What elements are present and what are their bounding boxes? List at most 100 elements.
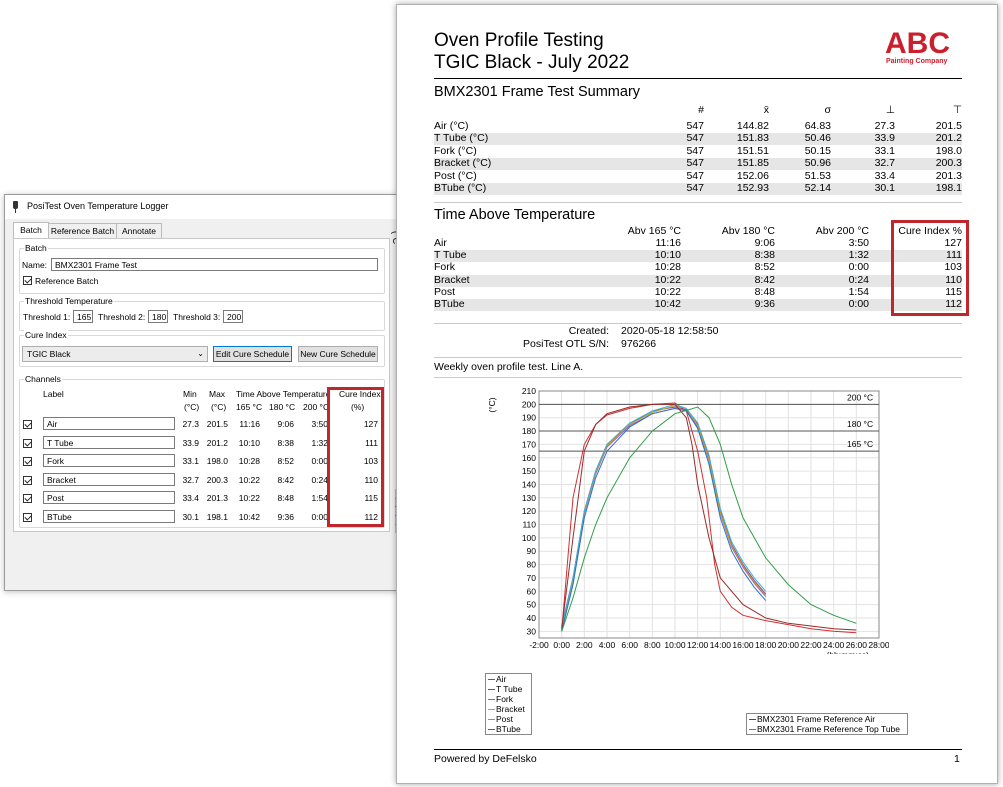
threshold1-label: Threshold 1:	[23, 312, 71, 322]
x-tick-label: 28:00	[868, 640, 889, 650]
y-axis-label: (°C)	[487, 397, 497, 412]
col-max-header: Max	[209, 389, 226, 399]
x-tick-label: 8:00	[644, 640, 661, 650]
summary-row-label: Fork (°C)	[434, 144, 477, 157]
channel-min: 33.1	[182, 456, 199, 467]
tab-annotate[interactable]: Annotate	[116, 223, 162, 238]
plot-frame	[538, 390, 880, 639]
col-label-header: Label	[43, 389, 64, 399]
channel-t2: 9:06	[277, 419, 294, 429]
tat-cell: 9:36	[754, 298, 775, 310]
legend-label: Bracket	[496, 704, 525, 714]
title-bar[interactable]: PosiTest Oven Temperature Logger	[5, 195, 406, 219]
summary-cell: 50.96	[804, 157, 831, 170]
channel-label-input[interactable]: BTube	[43, 510, 175, 523]
x-tick-label: 20:00	[778, 640, 800, 650]
report-title-line2: TGIC Black - July 2022	[434, 52, 630, 73]
tat-cell: 8:42	[754, 273, 775, 286]
channel-label-input[interactable]: Air	[43, 417, 175, 430]
y-tick-label: 30	[527, 626, 537, 636]
tat-cell: 10:42	[654, 298, 681, 310]
name-label: Name:	[22, 260, 48, 270]
legend-entry: T Tube	[486, 684, 531, 694]
y-tick-label: 70	[527, 573, 537, 583]
header-divider	[434, 78, 962, 79]
channel-enabled-checkbox[interactable]	[23, 457, 32, 467]
threshold3-input[interactable]: 200	[223, 310, 243, 323]
channel-enabled-checkbox[interactable]	[23, 494, 32, 504]
threshold2-input[interactable]: 180	[148, 310, 168, 323]
report-note: Weekly oven profile test. Line A.	[434, 361, 584, 373]
channel-t1: 10:42	[238, 512, 260, 522]
threshold3-label: Threshold 3:	[173, 312, 221, 322]
channel-t3: 0:24	[311, 474, 328, 485]
summary-cell: 201.5	[935, 120, 962, 132]
x-tick-label: 4:00	[599, 640, 616, 650]
y-tick-label: 180	[522, 426, 536, 436]
tat-cell: 8:52	[754, 261, 775, 274]
col-t3-header: 200 °C	[303, 402, 330, 412]
summary-cell: 151.51	[736, 144, 769, 157]
tab-batch[interactable]: Batch	[13, 222, 49, 238]
channel-t3: 0:00	[311, 512, 328, 522]
tab-reference-batch[interactable]: Reference Batch	[48, 223, 117, 238]
channel-label-input[interactable]: Fork	[43, 454, 175, 468]
col-tat-header: Time Above Temperature	[236, 389, 331, 399]
tat-cell: 110	[945, 273, 962, 286]
tat-header: Abv 200 °C	[815, 225, 869, 237]
report-page: Oven Profile Testing TGIC Black - July 2…	[396, 4, 998, 784]
summary-cell: 50.15	[804, 144, 831, 157]
reference-legend: BMX2301 Frame Reference Air BMX2301 Frame…	[746, 713, 908, 735]
tat-row-label: Post	[434, 285, 456, 298]
summary-header: x̄	[763, 104, 769, 116]
summary-cell: 198.1	[935, 182, 962, 194]
legend-swatch	[488, 709, 495, 710]
channel-cure-index: 127	[363, 419, 378, 429]
legend-entry: Fork	[486, 694, 531, 704]
channel-label-input[interactable]: Post	[43, 491, 175, 505]
tat-cell: 111	[946, 249, 962, 262]
tat-cell: 127	[944, 237, 962, 249]
tat-title: Time Above Temperature	[434, 207, 596, 223]
channel-cure-index: 115	[364, 493, 378, 504]
tat-cell: 0:00	[848, 261, 869, 274]
serial-label: PosiTest OTL S/N:	[523, 338, 609, 350]
batch-name-input[interactable]: BMX2301 Frame Test	[51, 258, 378, 271]
cure-schedule-value: TGIC Black	[27, 349, 71, 359]
legend-swatch	[488, 729, 495, 730]
x-tick-label: 12:00	[687, 640, 709, 650]
summary-cell: 198.0	[935, 144, 962, 157]
summary-cell: 201.3	[935, 169, 962, 182]
edit-cure-schedule-button[interactable]: Edit Cure Schedule	[213, 346, 292, 362]
channel-label-input[interactable]: Bracket	[43, 472, 175, 486]
summary-cell: 547	[686, 169, 704, 182]
channel-row: Post 33.4 201.3 10:22 8:48 1:54 115	[14, 491, 384, 507]
channel-t3: 0:00	[311, 456, 328, 467]
tat-cell: 8:38	[754, 249, 775, 262]
channel-enabled-checkbox[interactable]	[23, 420, 32, 429]
legend-swatch	[749, 729, 756, 730]
chevron-down-icon: ⌄	[197, 349, 204, 358]
reference-batch-checkbox[interactable]	[23, 276, 32, 285]
tat-row-label: Air	[434, 237, 447, 249]
legend-entry: BTube	[486, 724, 531, 734]
tat-cell: 0:24	[848, 273, 869, 286]
channel-t3: 3:50	[311, 419, 328, 429]
cure-schedule-select[interactable]: TGIC Black ⌄	[22, 346, 208, 362]
channel-max: 198.0	[206, 456, 228, 467]
channel-enabled-checkbox[interactable]	[23, 438, 32, 448]
new-cure-schedule-button[interactable]: New Cure Schedule	[298, 346, 378, 362]
col-min-unit: (°C)	[184, 402, 200, 412]
tat-row-label: BTube	[434, 298, 465, 310]
threshold2-label: Threshold 2:	[98, 312, 146, 322]
tat-cell: 9:06	[754, 237, 775, 249]
channel-min: 32.7	[182, 474, 199, 485]
channel-enabled-checkbox[interactable]	[23, 475, 32, 485]
threshold1-input[interactable]: 165	[73, 310, 93, 323]
tat-row-shade	[434, 250, 962, 263]
tat-cell: 1:54	[848, 285, 869, 298]
channel-label-input[interactable]: T Tube	[43, 435, 175, 449]
channel-enabled-checkbox[interactable]	[23, 513, 32, 522]
summary-cell: 33.4	[874, 169, 895, 182]
summary-row-label: BTube (°C)	[434, 182, 487, 194]
